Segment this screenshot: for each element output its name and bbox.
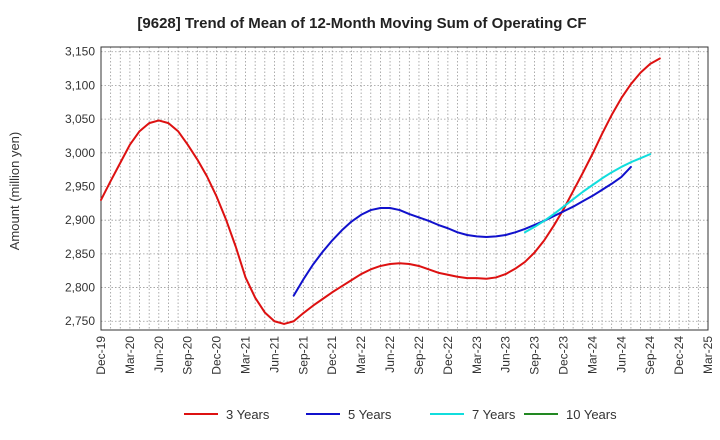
- x-tick-label: Jun-23: [499, 336, 513, 373]
- x-tick-label: Mar-25: [701, 336, 715, 374]
- y-tick-label: 3,150: [65, 45, 95, 59]
- x-tick-label: Jun-21: [267, 336, 281, 373]
- x-tick-label: Dec-24: [672, 336, 686, 375]
- x-tick-label: Jun-22: [383, 336, 397, 373]
- x-tick-label: Sep-24: [643, 336, 657, 375]
- x-tick-label: Jun-24: [614, 336, 628, 373]
- x-tick-label: Dec-23: [556, 336, 570, 375]
- x-tick-label: Mar-23: [470, 336, 484, 374]
- y-tick-label: 2,750: [65, 314, 95, 328]
- x-tick-label: Sep-22: [412, 336, 426, 375]
- x-tick-label: Mar-24: [585, 336, 599, 374]
- plot-area: 2,750 2,800 2,850 2,900 2,950 3,000 3,050 3,100…: [65, 45, 715, 375]
- y-tick-label: 2,900: [65, 213, 95, 227]
- x-tick-label: Mar-21: [239, 336, 253, 374]
- plot-background: [101, 47, 708, 330]
- y-tick-label: 3,100: [65, 78, 95, 92]
- x-tick-label: Dec-19: [94, 336, 108, 375]
- x-tick-label: Mar-22: [354, 336, 368, 374]
- legend: 3 Years 5 Years 7 Years 10 Years: [184, 407, 617, 422]
- y-tick-label: 3,050: [65, 112, 95, 126]
- x-tick-label: Mar-20: [123, 336, 137, 374]
- x-tick-label: Sep-23: [528, 336, 542, 375]
- series-line-5-years: [292, 165, 632, 297]
- y-tick-label: 2,950: [65, 179, 95, 193]
- legend-label: 7 Years: [472, 407, 516, 422]
- y-tick-label: 3,000: [65, 146, 95, 160]
- x-tick-label: Sep-21: [296, 336, 310, 375]
- legend-label: 3 Years: [226, 407, 270, 422]
- legend-label: 5 Years: [348, 407, 392, 422]
- x-tick-label: Dec-21: [325, 336, 339, 375]
- legend-label: 10 Years: [566, 407, 617, 422]
- chart-title: [9628] Trend of Mean of 12-Month Moving …: [137, 15, 586, 32]
- x-tick-label: Dec-22: [441, 336, 455, 375]
- y-tick-label: 2,850: [65, 247, 95, 261]
- y-tick-label: 2,800: [65, 281, 95, 295]
- y-axis-label: Amount (million yen): [7, 132, 22, 251]
- x-tick-label: Jun-20: [152, 336, 166, 373]
- x-tick-label: Dec-20: [210, 336, 224, 375]
- x-tick-label: Sep-20: [181, 336, 195, 375]
- series-line-7-years: [523, 153, 652, 234]
- plot-frame: [100, 46, 709, 331]
